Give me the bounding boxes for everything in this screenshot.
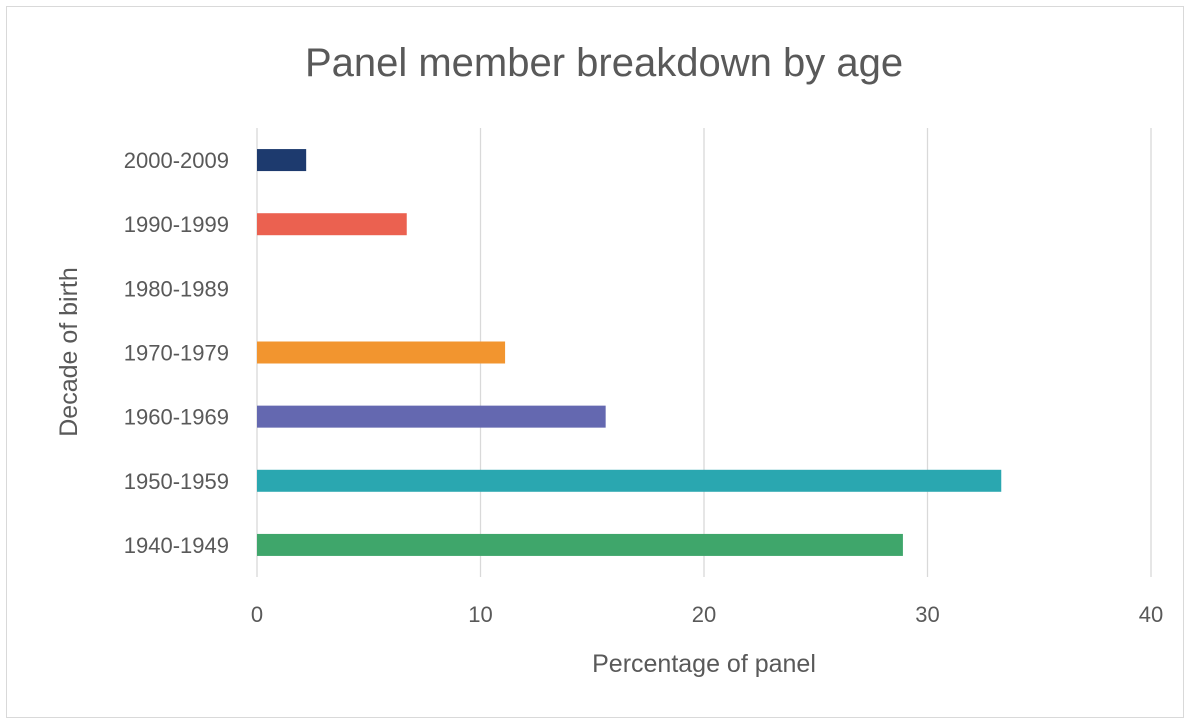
x-axis-label: Percentage of panel (592, 650, 816, 678)
bar-1940-1949 (257, 533, 903, 556)
bars (257, 149, 1002, 556)
y-category-label: 1950-1959 (124, 469, 229, 494)
x-tick-label: 10 (468, 602, 492, 627)
y-axis-label: Decade of birth (55, 267, 83, 437)
bar-1970-1979 (257, 341, 506, 364)
y-category-label: 1940-1949 (124, 533, 229, 558)
x-tick-label: 30 (915, 602, 939, 627)
y-category-labels: 1940-1949 1950-1959 1960-1969 1970-1979 1980… (124, 148, 229, 558)
y-category-label: 1990-1999 (124, 212, 229, 237)
y-category-label: 1980-1989 (124, 276, 229, 301)
x-tick-labels: 0 10 20 30 40 (251, 602, 1163, 627)
chart-frame (6, 6, 1184, 718)
bar-1960-1969 (257, 405, 606, 428)
y-category-label: 1960-1969 (124, 405, 229, 430)
y-category-label: 1970-1979 (124, 341, 229, 366)
bar-1950-1959 (257, 469, 1002, 492)
x-tick-label: 20 (692, 602, 716, 627)
bar-2000-2009 (257, 149, 307, 172)
chart-title: Panel member breakdown by age (305, 41, 903, 85)
x-tick-label: 40 (1139, 602, 1163, 627)
y-category-label: 2000-2009 (124, 148, 229, 173)
bar-1990-1999 (257, 213, 407, 236)
x-tick-label: 0 (251, 602, 263, 627)
